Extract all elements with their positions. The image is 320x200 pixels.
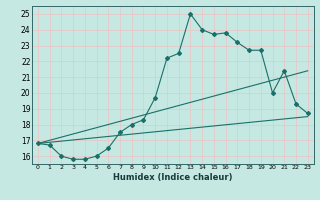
X-axis label: Humidex (Indice chaleur): Humidex (Indice chaleur)	[113, 173, 233, 182]
